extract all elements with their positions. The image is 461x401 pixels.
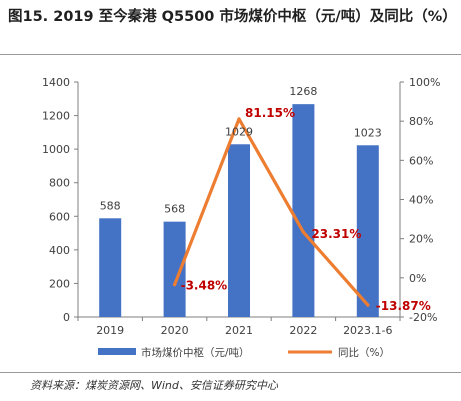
yoy-point xyxy=(366,303,370,307)
legend-line-label: 同比（%） xyxy=(338,346,390,359)
left-tick-label: 200 xyxy=(49,277,70,290)
bar xyxy=(99,218,122,317)
bar-value-label: 1029 xyxy=(225,125,253,138)
bar xyxy=(292,104,315,318)
x-tick-label: 2020 xyxy=(161,324,189,337)
right-tick-label: 60% xyxy=(409,154,433,167)
chart-axes: 0 200 400 600 800 1000 1200 1400 -20% 0% 20% 40% 60%… xyxy=(42,76,440,337)
left-tick-label: 800 xyxy=(49,177,70,190)
yoy-point xyxy=(173,283,177,287)
left-tick-label: 400 xyxy=(49,244,70,257)
yoy-value-label: -13.87% xyxy=(376,299,431,313)
left-tick-label: 0 xyxy=(63,311,70,324)
yoy-value-label: 23.31% xyxy=(311,227,361,241)
x-tick-label: 2019 xyxy=(96,324,124,337)
yoy-value-label: -3.48% xyxy=(181,279,228,293)
bar xyxy=(356,145,379,317)
right-tick-label: 80% xyxy=(409,115,433,128)
chart-legend: 市场煤价中枢（元/吨） 同比（%） xyxy=(98,346,390,359)
left-tick-label: 1400 xyxy=(42,76,70,89)
x-tick-label: 2022 xyxy=(289,324,317,337)
legend-bar-label: 市场煤价中枢（元/吨） xyxy=(141,346,250,359)
line-series xyxy=(173,117,370,307)
bar xyxy=(163,221,186,317)
title-divider xyxy=(0,54,461,55)
bar-value-label: 1268 xyxy=(289,85,317,98)
right-tick-label: 20% xyxy=(409,233,433,246)
right-tick-label: 40% xyxy=(409,194,433,207)
x-tick-label: 2023.1-6 xyxy=(343,324,392,337)
bar-value-label: 568 xyxy=(164,203,185,216)
source-divider xyxy=(0,372,461,373)
source-note: 资料来源：煤炭资源网、Wind、安信证券研究中心 xyxy=(30,379,278,392)
bar-value-label: 588 xyxy=(100,199,121,212)
yoy-value-label: 81.15% xyxy=(245,106,295,120)
left-tick-label: 1000 xyxy=(42,143,70,156)
bar-series xyxy=(99,104,379,318)
bar xyxy=(228,144,250,317)
combo-chart: 0 200 400 600 800 1000 1200 1400 -20% 0% 20% 40% 60%… xyxy=(42,76,440,359)
right-tick-label: 0% xyxy=(409,272,426,285)
bar-value-label: 1023 xyxy=(354,126,382,139)
left-tick-label: 1200 xyxy=(42,110,70,123)
yoy-line xyxy=(173,117,370,307)
yoy-point xyxy=(301,230,305,234)
left-tick-label: 600 xyxy=(49,210,70,223)
legend-bar-swatch xyxy=(98,348,136,355)
data-labels: 588 568 1029 1268 1023 -3.48% 81.15% 23.31% -13.… xyxy=(100,85,431,313)
x-tick-label: 2021 xyxy=(225,324,253,337)
right-tick-label: -20% xyxy=(409,311,437,324)
chart-title: 图15. 2019 至今秦港 Q5500 市场煤价中枢（元/吨）及同比（%） xyxy=(8,9,457,25)
right-tick-label: 100% xyxy=(409,76,440,89)
yoy-point xyxy=(237,117,241,121)
